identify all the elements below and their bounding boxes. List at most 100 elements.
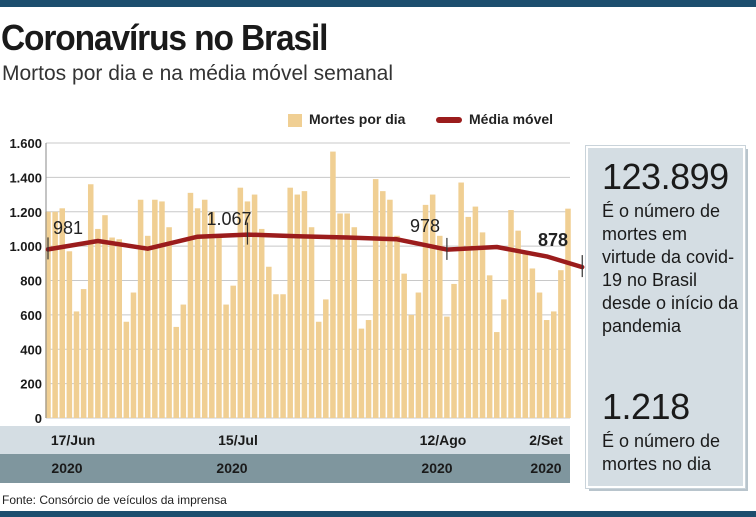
bar <box>323 299 329 418</box>
bar <box>494 332 500 418</box>
bar <box>166 227 172 418</box>
daily-deaths-value: 1.218 <box>602 386 690 427</box>
bar <box>486 275 493 418</box>
x-year-band <box>0 454 570 483</box>
moving-average-path <box>45 232 585 270</box>
y-tick-label: 0 <box>35 411 42 426</box>
bar <box>451 283 457 418</box>
bar <box>458 182 464 418</box>
bar <box>308 227 315 418</box>
daily-deaths-chart: 0 200 400 600 800 1.000 1.200 1.400 1.600 <box>9 136 585 426</box>
bar <box>380 191 386 418</box>
bar <box>116 239 122 418</box>
bar <box>522 251 529 418</box>
annotation-878: 878 <box>537 230 569 250</box>
bar <box>508 210 514 418</box>
bar <box>501 299 507 418</box>
bar <box>180 304 187 418</box>
bar <box>187 192 194 418</box>
bar <box>330 151 336 418</box>
bar <box>80 289 87 418</box>
bar <box>223 304 229 418</box>
bar <box>422 204 429 418</box>
bar <box>52 211 58 418</box>
bar <box>394 235 400 418</box>
bar <box>244 201 251 418</box>
bar <box>472 206 479 418</box>
bar <box>536 292 543 418</box>
bar <box>444 316 450 418</box>
bar <box>543 320 550 418</box>
x-year-label: 2020 <box>421 460 453 476</box>
bar <box>372 179 379 418</box>
total-deaths-text: É o número de mortes em virtude da covid… <box>602 201 739 336</box>
bar <box>287 187 293 418</box>
bar <box>315 321 322 418</box>
bar <box>273 294 279 418</box>
x-year-label: 2020 <box>216 460 248 476</box>
bar <box>102 215 108 418</box>
y-axis: 0 200 400 600 800 1.000 1.200 1.400 1.600 <box>9 136 47 426</box>
bar <box>337 213 343 418</box>
bar <box>301 191 308 418</box>
x-label-12ago: 12/Ago <box>419 432 467 448</box>
bar <box>59 208 66 418</box>
bar <box>216 235 222 418</box>
x-label-17jun: 17/Jun <box>50 432 96 448</box>
annotation-978: 978 <box>409 216 441 236</box>
chart-title: Coronavírus no Brasil <box>1 17 328 58</box>
chart-subtitle: Mortos por dia e na média móvel semanal <box>2 62 394 85</box>
legend-bars: Mortes por dia <box>288 111 428 129</box>
y-tick-label: 200 <box>20 377 42 392</box>
legend-line-swatch <box>436 117 462 123</box>
annotation-981: 981 <box>52 218 84 238</box>
y-tick-label: 400 <box>20 342 42 357</box>
bottom-brand-bar <box>0 511 756 517</box>
bar <box>437 235 443 418</box>
bar <box>479 232 486 418</box>
bar <box>429 194 436 418</box>
bar <box>159 201 165 418</box>
bar <box>251 194 258 418</box>
bar <box>137 199 144 418</box>
bar <box>144 235 151 418</box>
bar <box>280 294 286 418</box>
bar <box>209 211 215 418</box>
total-deaths-value: 123.899 <box>602 156 729 197</box>
bar <box>351 227 358 418</box>
bar <box>95 228 101 418</box>
bar <box>230 285 236 418</box>
bar <box>365 320 372 418</box>
bar <box>194 208 201 418</box>
legend-line: Média móvel <box>436 111 568 129</box>
x-year-label: 2020 <box>530 460 562 476</box>
y-tick-label: 800 <box>20 274 42 289</box>
y-tick-label: 1.000 <box>9 239 42 254</box>
bar <box>123 321 130 418</box>
y-tick-label: 1.400 <box>9 170 42 185</box>
legend-bar-swatch <box>288 114 302 127</box>
legend-line-label: Média móvel <box>469 111 554 127</box>
y-tick-label: 1.600 <box>9 136 42 151</box>
bar <box>550 311 557 418</box>
y-tick-label: 600 <box>20 308 42 323</box>
bar <box>266 266 272 418</box>
stats-panel: 123.899 É o número de mortes em virtude … <box>585 145 746 489</box>
bar <box>565 208 571 418</box>
x-label-15jul: 15/Jul <box>218 432 258 448</box>
source-note: Fonte: Consórcio de veículos da imprensa <box>2 493 227 507</box>
bar <box>130 292 137 418</box>
bar <box>415 292 422 418</box>
bar <box>152 199 158 418</box>
bar <box>45 211 51 418</box>
bar <box>515 230 521 418</box>
bar <box>73 311 80 418</box>
bars-group <box>45 151 571 418</box>
bar <box>258 228 265 418</box>
bar <box>387 199 393 418</box>
bar <box>87 184 94 418</box>
bar <box>237 187 244 418</box>
x-year-label: 2020 <box>51 460 83 476</box>
bar <box>173 326 179 418</box>
bar <box>465 216 472 418</box>
